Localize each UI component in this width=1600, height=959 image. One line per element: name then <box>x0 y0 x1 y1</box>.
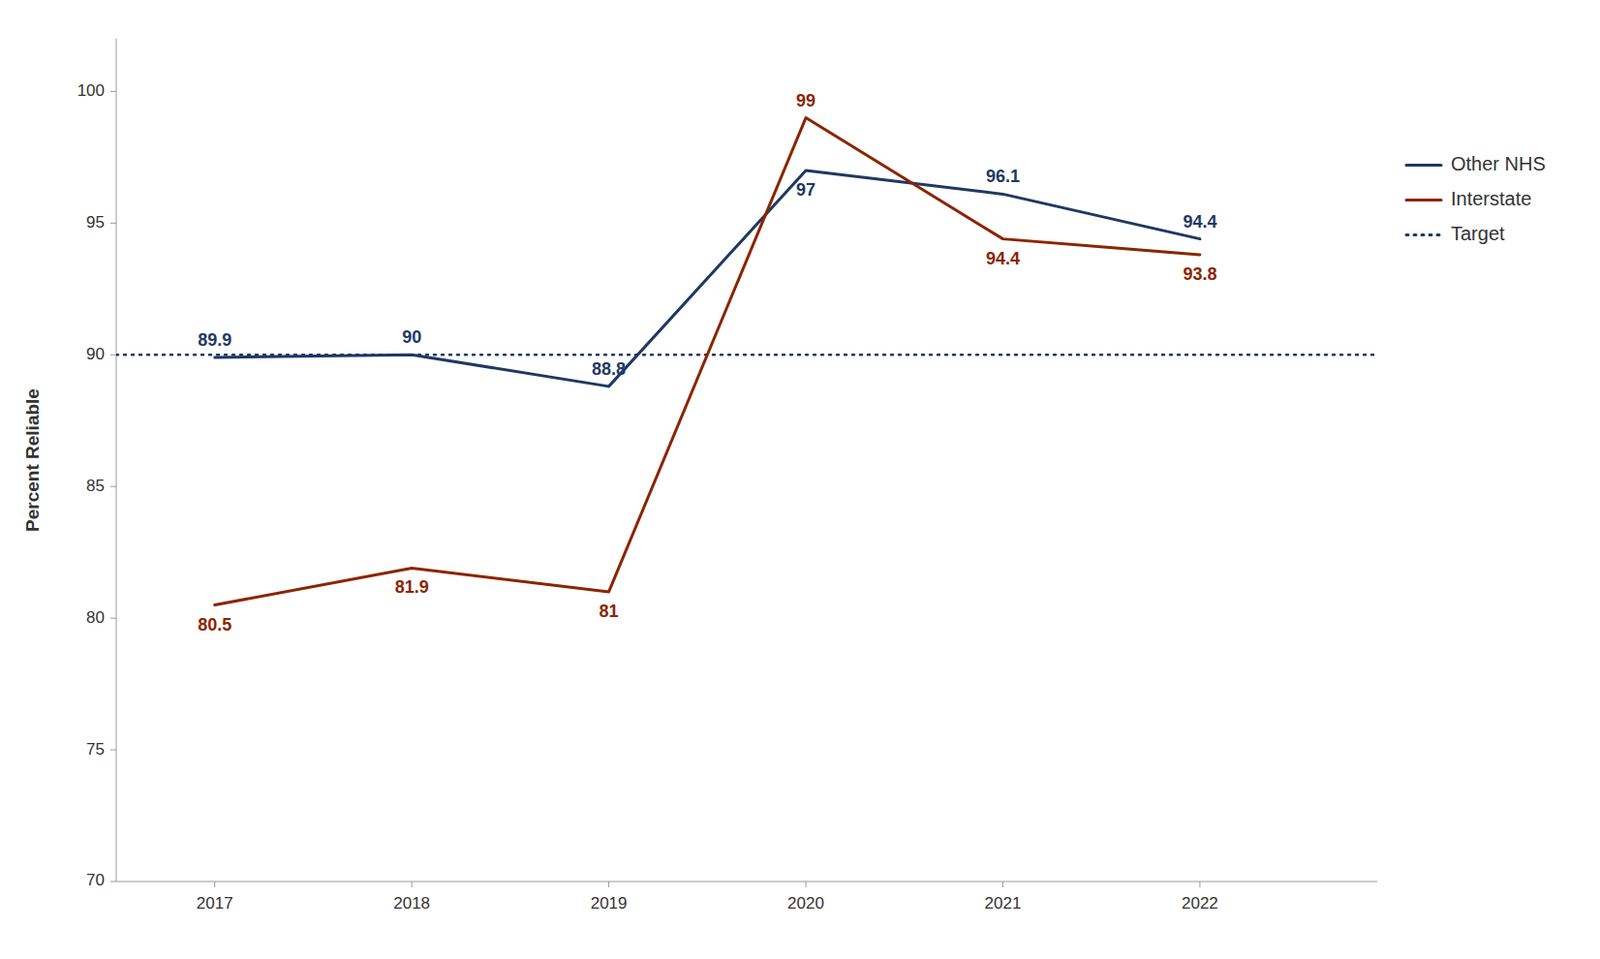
data-label: 94.4 <box>985 248 1020 269</box>
legend-swatch <box>1406 163 1442 167</box>
data-label: 88.8 <box>591 359 626 379</box>
y-axis-line <box>116 38 118 882</box>
legend-label: Target <box>1450 222 1506 245</box>
data-label: 94.4 <box>1182 212 1217 232</box>
x-tick-label: 2021 <box>984 893 1022 913</box>
x-tick-label: 2022 <box>1181 893 1219 913</box>
y-tick <box>110 486 117 488</box>
data-label: 97 <box>796 180 816 200</box>
data-label: 90 <box>401 327 422 347</box>
legend-swatch <box>1406 198 1442 202</box>
series-line <box>215 118 1200 606</box>
y-tick-label: 90 <box>86 344 105 364</box>
y-tick <box>110 354 117 356</box>
data-label: 96.1 <box>985 166 1020 186</box>
x-tick <box>608 881 610 888</box>
y-axis-label: Percent Reliable <box>22 388 43 532</box>
chart-container: 70 75 80 85 90 95 100 2017 2018 2019 2020 2021 2022 P… <box>0 0 1600 959</box>
x-tick <box>214 881 216 888</box>
x-axis-line <box>116 881 1378 883</box>
x-tick-label: 2018 <box>393 893 431 913</box>
y-tick-label: 95 <box>86 213 105 232</box>
x-tick-label: 2019 <box>590 893 628 913</box>
y-tick <box>110 222 117 224</box>
data-label: 81.9 <box>395 577 430 597</box>
legend: Other NHS Interstate Target <box>1406 153 1546 245</box>
x-tick-label: 2020 <box>787 893 825 913</box>
y-tick <box>110 749 117 751</box>
data-label: 93.8 <box>1182 264 1217 284</box>
x-tick <box>411 881 413 888</box>
y-tick <box>110 91 117 93</box>
y-tick-label: 75 <box>86 739 105 759</box>
plot-area <box>116 118 1378 606</box>
data-label: 80.5 <box>197 615 232 635</box>
y-tick-label: 70 <box>86 870 105 890</box>
y-tick <box>110 617 117 619</box>
y-tick-label: 85 <box>86 476 105 495</box>
y-tick-label: 80 <box>86 608 105 627</box>
legend-label: Other NHS <box>1450 153 1546 175</box>
x-tick <box>1199 881 1200 888</box>
data-label: 99 <box>796 91 816 111</box>
x-tick <box>1002 881 1004 888</box>
y-tick-label: 100 <box>77 81 105 100</box>
x-tick-label: 2017 <box>196 893 234 913</box>
data-label: 89.9 <box>197 330 232 350</box>
chart-svg: 70 75 80 85 90 95 100 2017 2018 2019 2020 2021 2022 P… <box>0 0 1600 959</box>
legend-label: Interstate <box>1450 187 1532 210</box>
y-tick <box>110 881 117 883</box>
data-label: 81 <box>599 601 619 621</box>
x-tick <box>805 881 807 888</box>
legend-swatch <box>1406 233 1442 237</box>
